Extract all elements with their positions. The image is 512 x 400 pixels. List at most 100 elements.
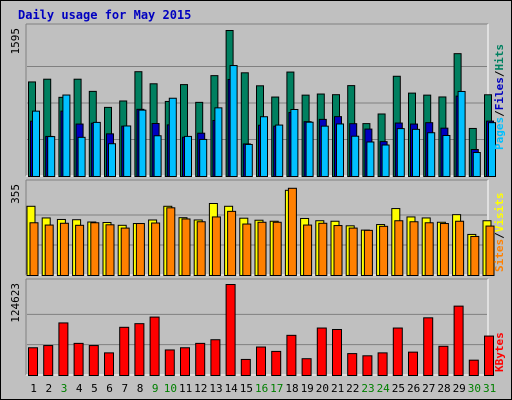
day-label: 19 bbox=[301, 382, 314, 395]
day-label: 7 bbox=[121, 382, 128, 395]
pages-bar bbox=[77, 136, 86, 177]
sites-bar bbox=[59, 222, 69, 276]
kbytes-bar bbox=[484, 335, 494, 376]
sites-bar bbox=[424, 222, 434, 277]
pages-bar bbox=[123, 125, 132, 177]
day-label: 14 bbox=[225, 382, 239, 395]
day-label: 28 bbox=[437, 382, 450, 395]
day-label: 10 bbox=[164, 382, 177, 395]
pages-bar bbox=[62, 94, 71, 177]
day-label: 6 bbox=[106, 382, 113, 395]
kbytes-bar bbox=[301, 358, 312, 377]
day-label: 5 bbox=[91, 382, 98, 395]
kbytes-bar bbox=[332, 328, 342, 376]
pages-bar bbox=[275, 124, 284, 177]
pages-bar bbox=[138, 109, 147, 177]
day-label: 2 bbox=[45, 382, 52, 395]
pages-bar bbox=[351, 135, 360, 177]
day-label: 17 bbox=[270, 382, 283, 395]
kbytes-bar bbox=[240, 358, 251, 376]
hits-ymax-label: 1595 bbox=[9, 28, 22, 55]
sites-bar bbox=[303, 224, 313, 277]
pages-bar bbox=[184, 135, 192, 177]
sites-bar bbox=[227, 210, 237, 277]
sites-bar bbox=[318, 222, 328, 276]
visits-legend-visits: Visits bbox=[493, 193, 506, 233]
kbytes-bar bbox=[164, 349, 175, 377]
kbytes-bar bbox=[438, 345, 449, 376]
day-label: 16 bbox=[255, 382, 268, 395]
hits-legend-pages: Pages bbox=[493, 117, 506, 150]
pages-bar bbox=[488, 122, 496, 177]
sites-bar bbox=[363, 229, 373, 277]
pages-bar bbox=[214, 107, 223, 177]
day-label: 24 bbox=[377, 382, 391, 395]
sites-bar bbox=[439, 223, 449, 276]
hits-legend-separator: / bbox=[493, 70, 506, 77]
visits-legend-separator: / bbox=[493, 232, 506, 239]
sites-bar bbox=[166, 207, 176, 276]
pages-bar bbox=[290, 108, 299, 177]
sites-bar bbox=[379, 225, 389, 276]
sites-bar bbox=[470, 235, 480, 277]
chart-title: Daily usage for May 2015 bbox=[18, 8, 192, 22]
pages-bar bbox=[427, 132, 436, 178]
kbytes-bar bbox=[104, 352, 114, 377]
hits-legend-separator: / bbox=[493, 110, 506, 117]
sites-bar bbox=[333, 225, 343, 276]
pages-bar bbox=[229, 65, 238, 177]
pages-bar bbox=[168, 97, 177, 177]
hits-legend-files: Files bbox=[493, 77, 506, 110]
pages-bar bbox=[472, 152, 481, 177]
sites-bar bbox=[29, 222, 39, 277]
sites-bar bbox=[455, 220, 465, 276]
sites-bar bbox=[211, 216, 221, 276]
kbytes-bar bbox=[43, 345, 54, 376]
sites-bar bbox=[257, 221, 267, 276]
sites-bar bbox=[105, 224, 115, 276]
kbytes-bar bbox=[73, 342, 84, 376]
day-label: 27 bbox=[422, 382, 435, 395]
pages-bar bbox=[336, 123, 344, 177]
sites-bar bbox=[287, 187, 297, 276]
pages-bar bbox=[412, 128, 420, 177]
kbytes-bar bbox=[392, 327, 403, 377]
sites-bar bbox=[181, 218, 191, 276]
pages-bar bbox=[244, 143, 253, 178]
sites-bar bbox=[409, 221, 419, 277]
pages-bar bbox=[47, 136, 56, 178]
sites-bar bbox=[348, 227, 358, 277]
sites-bar bbox=[272, 221, 282, 276]
sites-bar bbox=[135, 223, 145, 276]
day-label: 18 bbox=[285, 382, 298, 395]
pages-bar bbox=[457, 90, 466, 177]
kbytes-bar bbox=[195, 342, 206, 376]
sites-bar bbox=[394, 220, 404, 277]
sites-bar bbox=[485, 225, 495, 277]
pages-bar bbox=[366, 141, 375, 177]
day-label: 31 bbox=[483, 382, 496, 395]
day-label: 12 bbox=[194, 382, 207, 395]
day-label: 25 bbox=[392, 382, 405, 395]
day-label: 21 bbox=[331, 382, 344, 395]
sites-bar bbox=[44, 224, 54, 277]
sites-bar bbox=[242, 223, 252, 277]
kbytes-bar bbox=[468, 359, 479, 376]
sites-bar bbox=[151, 222, 161, 277]
kbytes-ymax-label: 124623 bbox=[9, 283, 22, 323]
kbytes-bar bbox=[134, 323, 145, 377]
kbytes-bar bbox=[88, 345, 99, 376]
pages-bar bbox=[108, 143, 116, 177]
day-label: 8 bbox=[137, 382, 144, 395]
day-label: 29 bbox=[453, 382, 466, 395]
pages-bar bbox=[396, 128, 405, 178]
kbytes-bar bbox=[58, 322, 69, 377]
day-label: 23 bbox=[361, 382, 374, 395]
kbytes-bar bbox=[362, 355, 373, 377]
day-label: 9 bbox=[152, 382, 159, 395]
sites-bar bbox=[75, 224, 85, 276]
kbytes-legend-kbytes: KBytes bbox=[493, 332, 506, 372]
pages-bar bbox=[260, 116, 268, 177]
visits-legend-sites: Sites bbox=[493, 239, 506, 272]
